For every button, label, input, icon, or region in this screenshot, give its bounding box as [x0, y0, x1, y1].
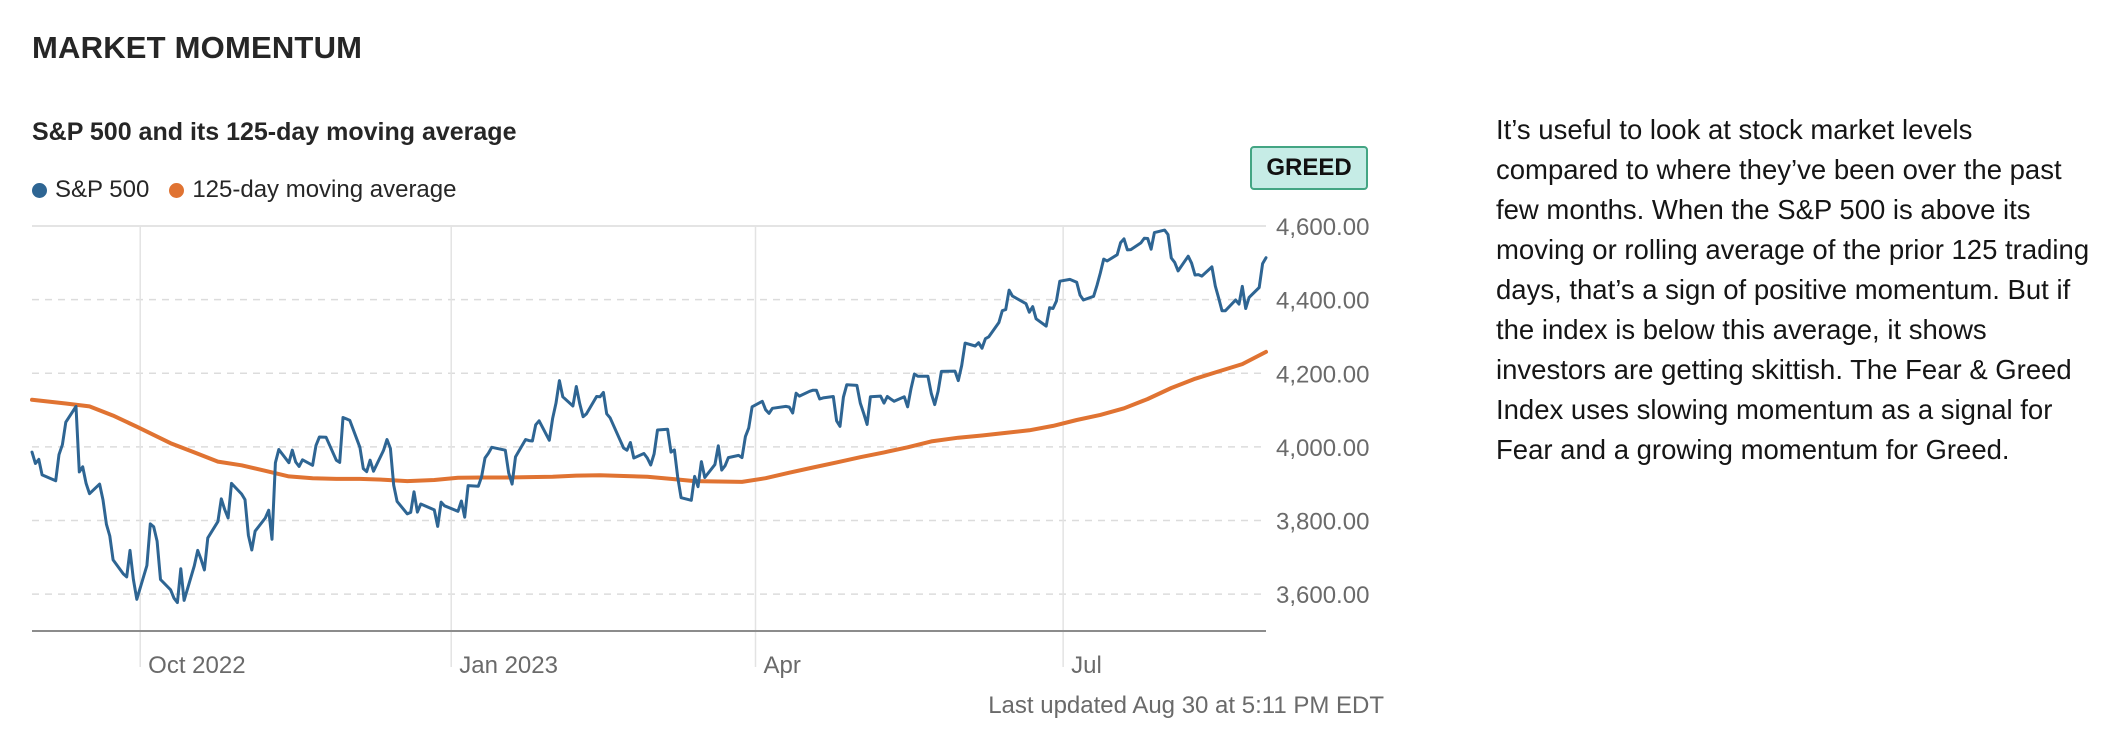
chart-title: S&P 500 and its 125-day moving average [32, 118, 517, 146]
legend-label-sp500: S&P 500 [55, 176, 150, 203]
y-tick-label: 3,800.00 [1276, 509, 1369, 536]
x-tick-label: Apr [763, 652, 800, 679]
x-tick-label: Jan 2023 [459, 652, 558, 679]
x-tick-label: Oct 2022 [148, 652, 245, 679]
chart-grid [32, 225, 1266, 667]
indicator-description: It’s useful to look at stock market leve… [1496, 114, 2090, 465]
moving-average-line [30, 349, 1268, 484]
y-tick-label: 4,400.00 [1276, 288, 1369, 315]
legend-item-moving-average: 125-day moving average [169, 176, 456, 204]
legend-marker-moving-average [169, 182, 185, 198]
rating-badge: GREED [1250, 146, 1368, 190]
x-axis-ticks: Oct 2022 Jan 2023 Apr Jul [148, 652, 1102, 679]
chart-legend: S&P 500 125-day moving average [32, 176, 456, 204]
y-tick-label: 4,000.00 [1276, 435, 1369, 462]
y-tick-label: 4,200.00 [1276, 361, 1369, 388]
section-title: MARKET MOMENTUM [32, 30, 363, 65]
series-lines [30, 228, 1268, 605]
legend-label-moving-average: 125-day moving average [192, 176, 457, 203]
legend-item-sp500: S&P 500 [32, 176, 149, 204]
y-tick-label: 4,600.00 [1276, 214, 1369, 241]
y-axis-ticks: 3,600.00 3,800.00 4,000.00 4,200.00 4,400.00… [1276, 214, 1369, 609]
y-tick-label: 3,600.00 [1276, 582, 1369, 609]
sp500-line [30, 228, 1268, 605]
last-updated-text: Last updated Aug 30 at 5:11 PM EDT [988, 692, 1384, 719]
legend-marker-sp500 [32, 182, 47, 198]
x-tick-label: Jul [1071, 652, 1102, 679]
